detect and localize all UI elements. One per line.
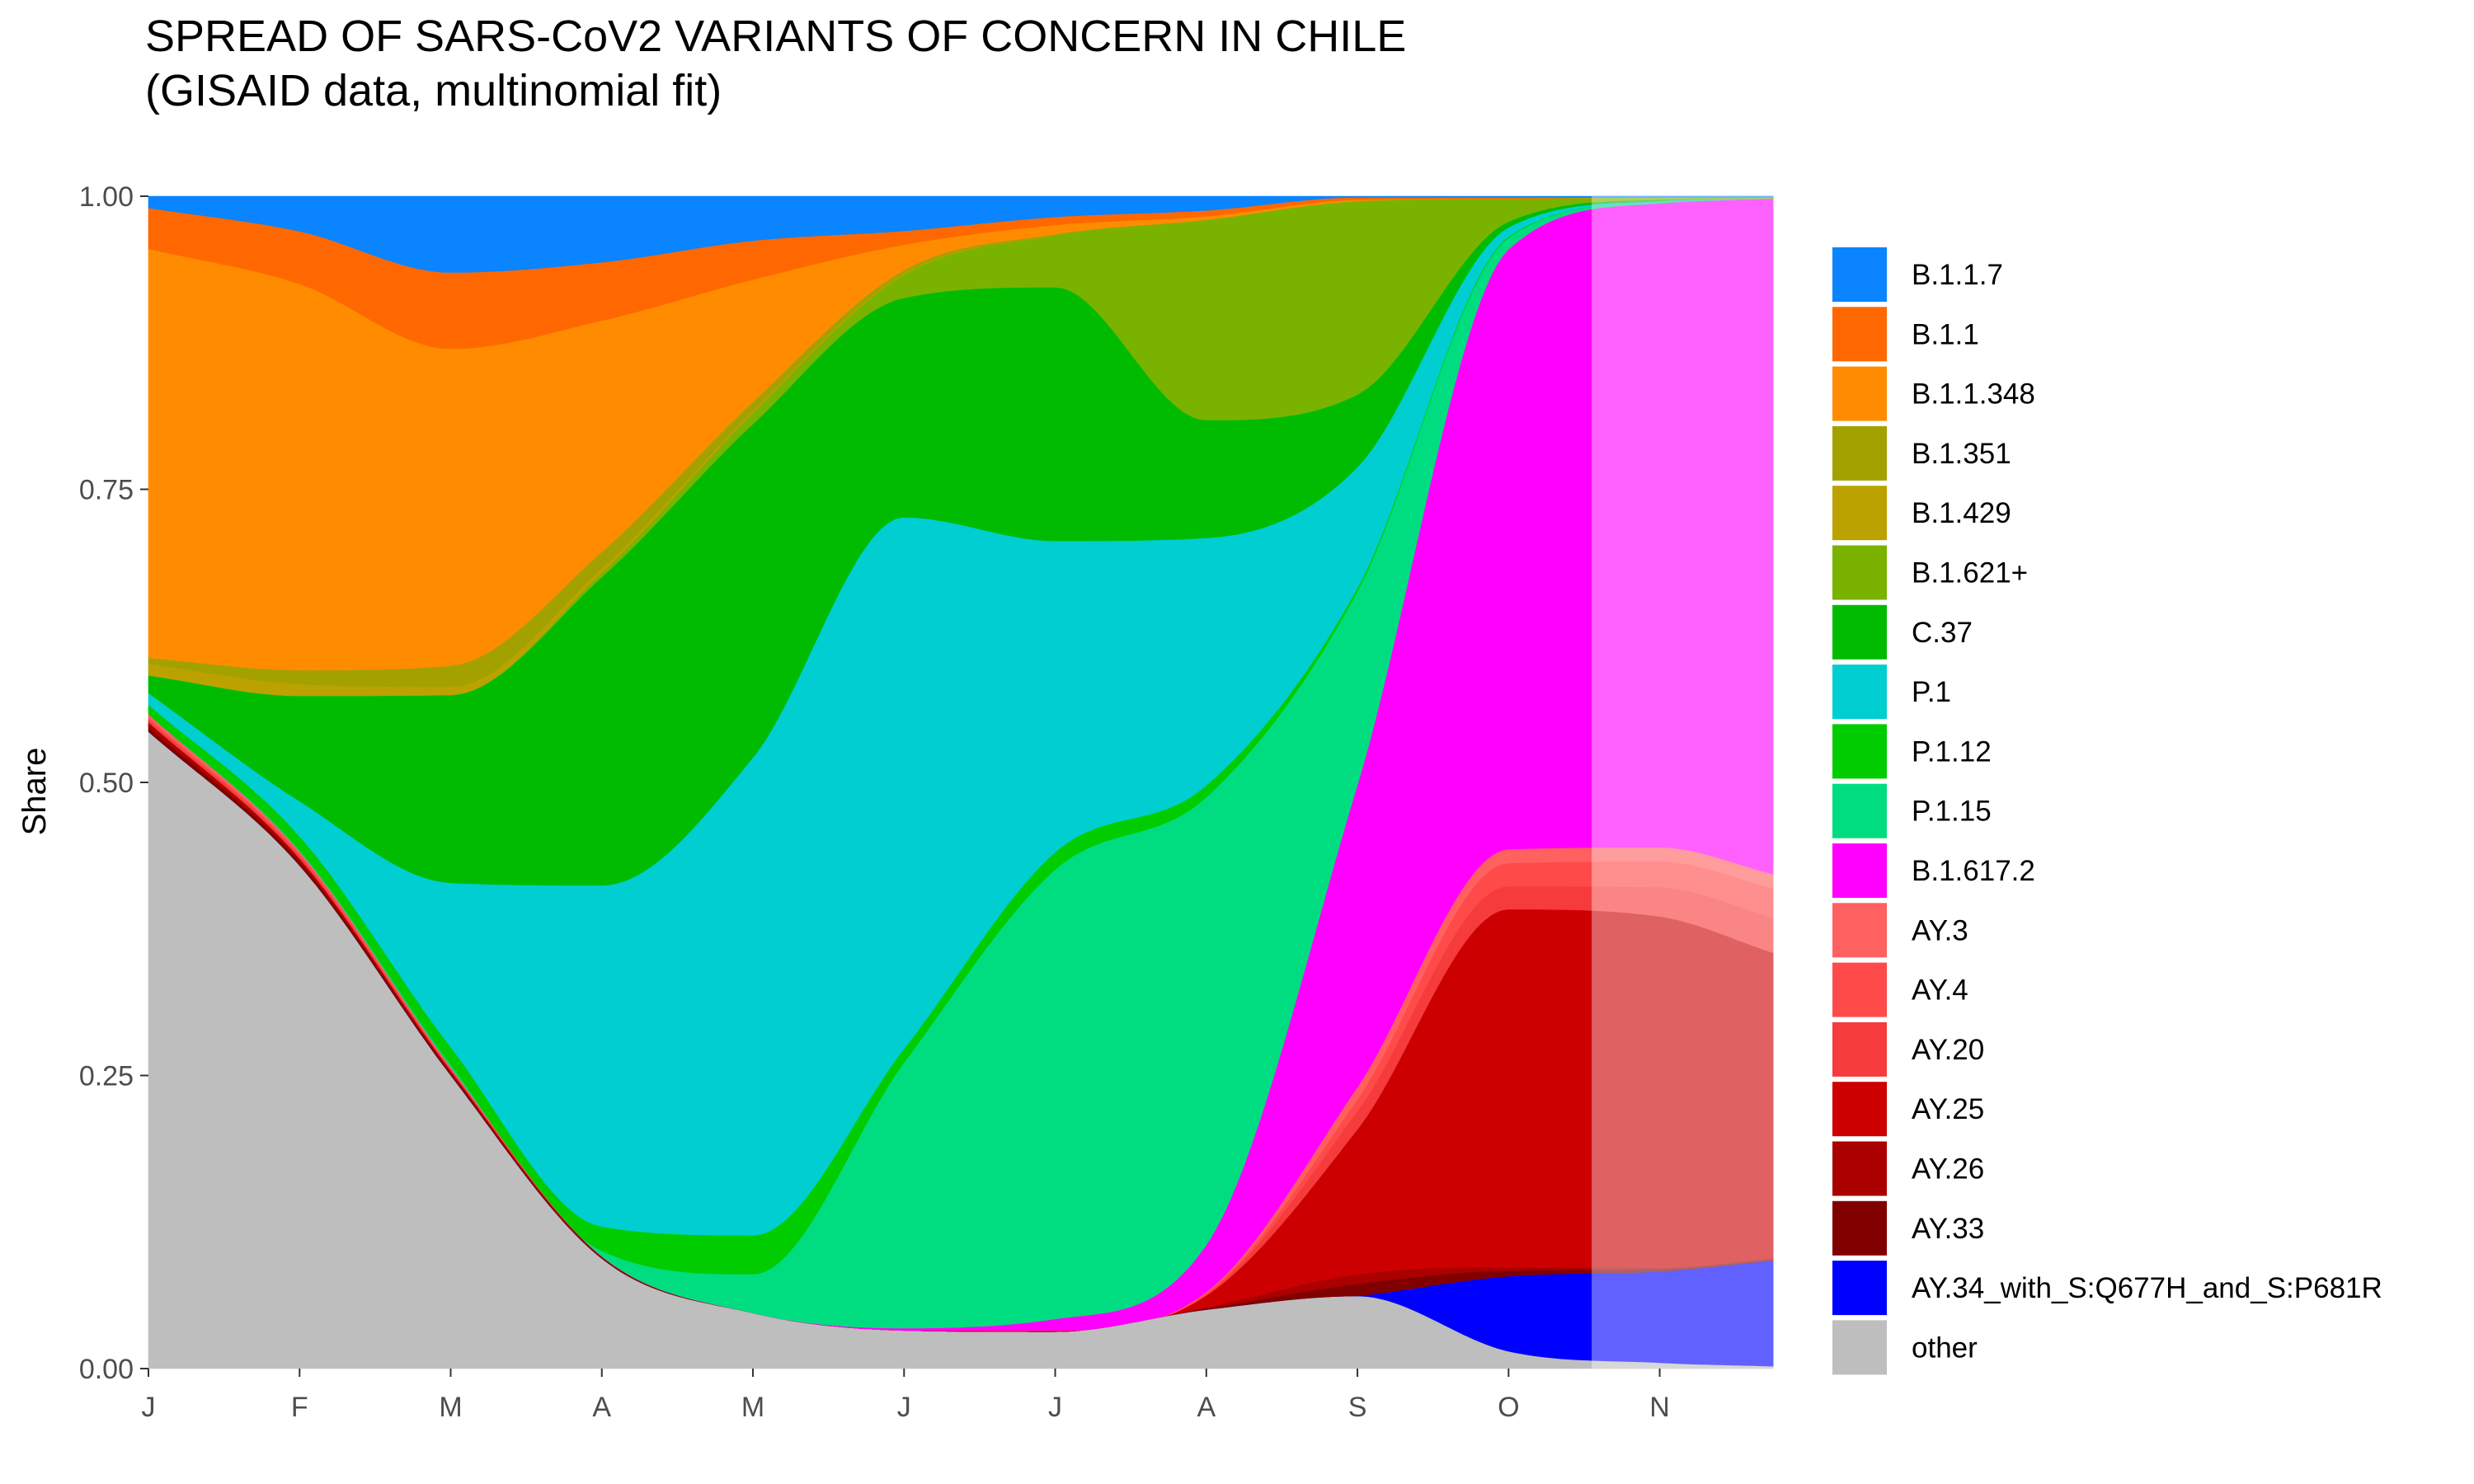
legend-swatch [1832, 1021, 1887, 1077]
y-tick-label: 0.00 [79, 1354, 134, 1385]
legend-label: P.1.15 [1912, 796, 1992, 828]
legend-label: AY.26 [1912, 1153, 1984, 1186]
x-tick-label: J [1048, 1392, 1062, 1423]
legend-label: AY.3 [1912, 914, 1968, 946]
legend-swatch [1832, 962, 1887, 1017]
legend-swatch [1832, 247, 1887, 302]
projection-shade [1592, 196, 1773, 1369]
y-tick-label: 0.25 [79, 1061, 134, 1092]
legend: B.1.1.7 B.1.1 B.1.1.348 B.1.351 B.1.429 B.1.6… [1832, 247, 2382, 1375]
x-tick-label: S [1348, 1392, 1367, 1423]
legend-swatch [1832, 1082, 1887, 1137]
legend-label: B.1.617.2 [1912, 855, 2035, 887]
legend-swatch [1832, 425, 1887, 481]
legend-swatch [1832, 604, 1887, 660]
legend-swatch [1832, 545, 1887, 600]
x-tick-label: J [897, 1392, 911, 1423]
y-axis-title: Share [16, 748, 53, 836]
chart-subtitle: (GISAID data, multinomial fit) [145, 66, 722, 115]
legend-swatch [1832, 1320, 1887, 1375]
legend-label: B.1.1 [1912, 318, 1979, 350]
x-tick-label: A [1197, 1392, 1216, 1423]
legend-swatch [1832, 724, 1887, 779]
legend-swatch [1832, 366, 1887, 421]
legend-label: P.1.12 [1912, 735, 1992, 768]
y-tick-label: 0.75 [79, 475, 134, 506]
x-tick-label: J [142, 1392, 156, 1423]
x-tick-label: M [439, 1392, 462, 1423]
legend-label: B.1.1.7 [1912, 259, 2003, 291]
chart-title: SPREAD OF SARS-CoV2 VARIANTS OF CONCERN … [145, 12, 1406, 61]
legend-label: B.1.429 [1912, 497, 2011, 529]
legend-swatch [1832, 1200, 1887, 1256]
y-tick-label: 1.00 [79, 181, 134, 213]
legend-swatch [1832, 307, 1887, 362]
x-tick-label: O [1498, 1392, 1519, 1423]
legend-label: P.1 [1912, 676, 1951, 708]
x-tick-label: N [1649, 1392, 1670, 1423]
legend-swatch [1832, 1261, 1887, 1316]
legend-label: C.37 [1912, 617, 1973, 649]
legend-label: other [1912, 1331, 1978, 1364]
legend-swatch [1832, 665, 1887, 720]
legend-label: B.1.621+ [1912, 557, 2028, 589]
x-tick-label: M [741, 1392, 764, 1423]
area-b-1-1-7 [148, 195, 1774, 273]
legend-label: AY.33 [1912, 1213, 1984, 1245]
legend-label: AY.25 [1912, 1093, 1984, 1125]
legend-label: B.1.351 [1912, 438, 2011, 470]
legend-label: AY.20 [1912, 1034, 1984, 1066]
y-tick-label: 0.50 [79, 768, 134, 799]
legend-swatch [1832, 903, 1887, 958]
legend-swatch [1832, 1141, 1887, 1196]
y-axis: 0.00 0.25 0.50 0.75 1.00 [79, 181, 148, 1385]
legend-swatch [1832, 843, 1887, 898]
legend-label: AY.34_with_S:Q677H_and_S:P681R [1912, 1272, 2382, 1304]
legend-label: AY.4 [1912, 974, 1968, 1007]
legend-swatch [1832, 783, 1887, 838]
legend-swatch [1832, 486, 1887, 541]
stacked-areas [148, 195, 1774, 1369]
x-tick-label: A [592, 1392, 611, 1423]
x-tick-label: F [291, 1392, 308, 1423]
legend-label: B.1.1.348 [1912, 378, 2035, 411]
